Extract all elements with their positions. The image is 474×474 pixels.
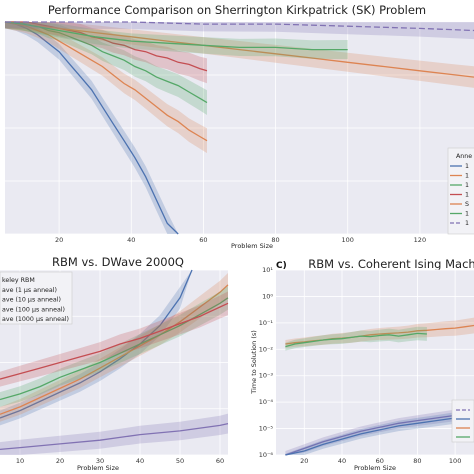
series-line-blue xyxy=(285,417,456,456)
series-band xyxy=(285,412,456,455)
x-tick-label: 40 xyxy=(127,236,135,244)
series-band xyxy=(285,317,474,348)
legend-entry: 1 xyxy=(465,192,469,199)
x-tick-label: 20 xyxy=(56,457,64,465)
series-band xyxy=(5,22,348,60)
legend-entry: 1 xyxy=(465,182,469,189)
series-band xyxy=(5,22,474,88)
legend-entry: 1 xyxy=(465,163,469,170)
legend-entry: 1 xyxy=(465,173,469,180)
legend-entry: ave (1000 μs anneal) xyxy=(2,316,69,323)
x-tick-label: 20 xyxy=(300,457,308,465)
y-tick-label: 10⁻¹ xyxy=(259,319,274,327)
series-line-red xyxy=(0,302,229,380)
series-line-orange xyxy=(4,21,208,142)
x-tick-label: 100 xyxy=(342,236,354,244)
panel-a-x-ticks: 20 40 60 80 100 120 xyxy=(55,236,426,244)
series-band xyxy=(5,22,179,234)
x-tick-label: 80 xyxy=(271,236,279,244)
y-tick-label: 10⁰ xyxy=(262,292,273,300)
legend-title: Anne xyxy=(456,153,472,160)
y-tick-label: 10¹ xyxy=(262,266,273,274)
panel-b: RBM vs. DWave 2000Q 10 20 30 40 50 60 Problem… xyxy=(0,255,229,472)
x-tick-label: 120 xyxy=(414,236,426,244)
x-tick-label: 60 xyxy=(376,457,384,465)
panel-b-x-ticks: 10 20 30 40 50 60 xyxy=(16,457,224,465)
panel-b-title: RBM vs. DWave 2000Q xyxy=(52,255,184,269)
panel-b-legend: keley RBM ave (1 μs anneal) ave (10 μs ann… xyxy=(0,271,73,325)
series-line-green xyxy=(0,297,229,401)
panel-a-title: Performance Comparison on Sherrington Ki… xyxy=(48,3,426,17)
panel-c-legend xyxy=(451,399,474,443)
series-band xyxy=(0,285,228,407)
legend-entry: 1 xyxy=(465,211,469,218)
series-band xyxy=(5,22,207,154)
panel-a: Performance Comparison on Sherrington Ki… xyxy=(4,3,474,250)
panel-a-grid xyxy=(5,21,474,235)
panel-c-letter: C) xyxy=(276,261,287,271)
legend-entry: S xyxy=(465,201,469,208)
x-tick-label: 100 xyxy=(449,457,461,465)
y-tick-label: 10⁻⁵ xyxy=(259,425,274,433)
panel-a-series xyxy=(4,21,474,235)
series-band xyxy=(0,273,228,422)
legend-box xyxy=(451,399,474,443)
x-tick-label: 10 xyxy=(16,457,24,465)
legend-entry: ave (100 μs anneal) xyxy=(2,306,65,313)
series-line-purple xyxy=(5,21,474,32)
y-tick-label: 10⁻³ xyxy=(259,372,274,380)
x-tick-label: 30 xyxy=(96,457,104,465)
series-band xyxy=(285,326,427,351)
y-tick-label: 10⁻² xyxy=(259,345,274,353)
x-tick-label: 60 xyxy=(199,236,207,244)
legend-entry: ave (1 μs anneal) xyxy=(2,287,57,294)
x-tick-label: 40 xyxy=(338,457,346,465)
legend-entry: keley RBM xyxy=(2,277,35,284)
panel-a-xlabel: Problem Size xyxy=(231,242,273,250)
series-band xyxy=(0,270,192,426)
panel-c-ylabel: Time to Solution (s) xyxy=(250,330,258,395)
panel-b-series xyxy=(0,269,229,455)
panel-c-series xyxy=(285,317,474,456)
panel-a-legend: Anne 1 1 1 1 S 1 1 xyxy=(447,147,474,235)
panel-c-ticks: 20 40 60 80 100 10⁻⁶ 10⁻⁵ 10⁻⁴ 10⁻³ 10⁻² 10⁻¹ 10⁰ 10… xyxy=(259,266,462,465)
panel-b-xlabel: Problem Size xyxy=(77,464,119,472)
x-tick-label: 80 xyxy=(413,457,421,465)
x-tick-label: 20 xyxy=(55,236,63,244)
y-tick-label: 10⁻⁴ xyxy=(259,398,274,406)
series-line-red xyxy=(5,21,208,72)
series-line-green xyxy=(4,21,348,51)
panel-c-plot-area xyxy=(276,270,474,455)
series-line-purple xyxy=(0,422,229,451)
legend-entry: 1 xyxy=(465,220,469,227)
series-line-blue xyxy=(4,21,179,235)
x-tick-label: 40 xyxy=(136,457,144,465)
y-tick-label: 10⁻⁶ xyxy=(259,451,274,459)
series-line-green xyxy=(285,332,427,348)
panel-c-title: RBM vs. Coherent Ising Mach xyxy=(308,257,474,271)
panel-c: C) RBM vs. Coherent Ising Mach 20 40 60 80 1… xyxy=(250,257,474,472)
series-line-purple xyxy=(285,412,474,456)
series-line-blue xyxy=(0,269,193,419)
legend-entry: ave (10 μs anneal) xyxy=(2,297,61,304)
legend-box xyxy=(0,271,73,325)
series-line-orange xyxy=(0,284,229,415)
legend-box xyxy=(447,147,474,235)
x-tick-label: 50 xyxy=(176,457,184,465)
panel-c-xlabel: Problem Size xyxy=(354,464,396,472)
series-line-orange xyxy=(4,21,474,78)
x-tick-label: 60 xyxy=(216,457,224,465)
